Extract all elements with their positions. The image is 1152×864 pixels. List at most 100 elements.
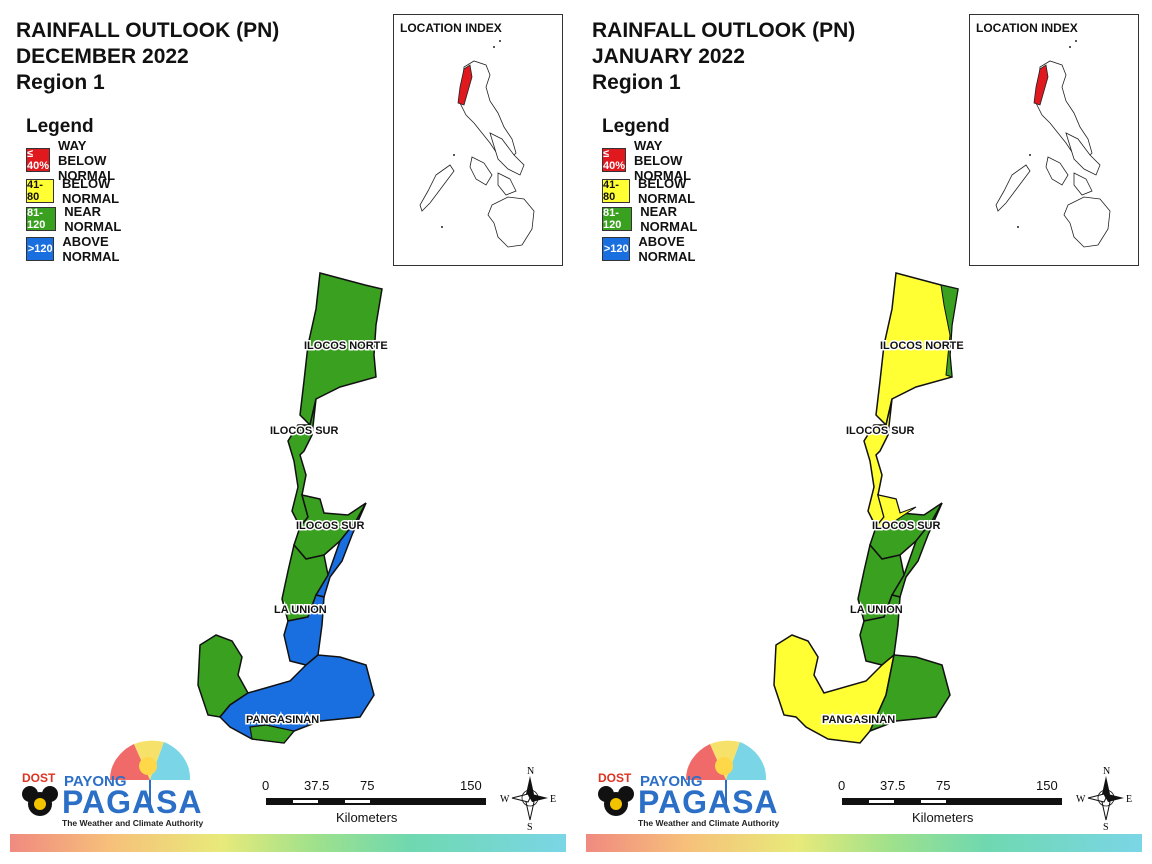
compass-s: S	[527, 822, 533, 832]
philippines-outline-map	[995, 40, 1111, 248]
scale-tick-label: 75	[936, 778, 951, 793]
scale-bar: 0 37.5 75 150 Kilometers	[838, 778, 1068, 828]
payong-text: PAYONG	[64, 773, 127, 790]
title-line-1: RAINFALL OUTLOOK (PN)	[16, 19, 280, 42]
region1-map: ILOCOS NORTE ILOCOS SUR ILOCOS SUR LA UN…	[197, 272, 389, 744]
legend-item-near-normal: 81-120 NEAR NORMAL	[602, 204, 709, 234]
scale-tick-label: 75	[360, 778, 375, 793]
location-index-box: LOCATION INDEX	[969, 14, 1139, 266]
compass-n: N	[527, 766, 534, 777]
title-line-3: Region 1	[592, 71, 681, 94]
title-line-3: Region 1	[16, 71, 105, 94]
legend-swatch: >120	[26, 237, 55, 261]
scale-tick-label: 37.5	[304, 778, 330, 793]
title-line-2: DECEMBER 2022	[16, 45, 189, 68]
label-ilocos-sur-1: ILOCOS SUR	[846, 425, 915, 437]
pagasa-tagline: The Weather and Climate Authority	[62, 818, 204, 828]
label-ilocos-norte: ILOCOS NORTE	[304, 340, 388, 352]
legend-item-way-below-normal: ≤ 40% WAY BELOW NORMAL	[26, 138, 133, 183]
pagasa-logo-graphic	[22, 740, 191, 816]
label-ilocos-norte: ILOCOS NORTE	[880, 340, 964, 352]
label-la-union: LA UNION	[274, 604, 327, 616]
legend-swatch: 41-80	[602, 179, 631, 203]
title-line-1: RAINFALL OUTLOOK (PN)	[592, 19, 856, 42]
compass-w: W	[500, 794, 510, 805]
legend-title: Legend	[26, 116, 94, 137]
map-title: RAINFALL OUTLOOK (PN) JANUARY 2022 Regio…	[592, 18, 855, 96]
scale-unit: Kilometers	[912, 810, 974, 825]
north-arrow-icon: N S E W	[500, 766, 556, 832]
footer-gradient-bar	[10, 834, 566, 852]
legend-title: Legend	[602, 116, 670, 137]
scale-tick-label: 150	[460, 778, 482, 793]
location-index-box: LOCATION INDEX	[393, 14, 563, 266]
province-ilocos-norte	[299, 272, 383, 427]
compass-e: E	[550, 794, 556, 805]
legend-item-below-normal: 41-80 BELOW NORMAL	[26, 176, 133, 206]
pagasa-text: PAGASA	[62, 784, 203, 820]
label-pangasinan: PANGASINAN	[246, 714, 319, 726]
map-panel-january: RAINFALL OUTLOOK (PN) JANUARY 2022 Regio…	[576, 0, 1152, 864]
legend-label: NEAR NORMAL	[640, 204, 698, 234]
legend-item-above-normal: >120 ABOVE NORMAL	[602, 234, 709, 264]
philippines-outline-map	[419, 40, 535, 248]
zone-near-normal-ilocos-norte	[940, 284, 959, 378]
scale-tick-label: 150	[1036, 778, 1058, 793]
scale-tick-label: 0	[838, 778, 846, 793]
label-ilocos-sur-2: ILOCOS SUR	[296, 520, 365, 532]
legend-item-below-normal: 41-80 BELOW NORMAL	[602, 176, 709, 206]
compass-s: S	[1103, 822, 1109, 832]
legend-label: WAY BELOW NORMAL	[634, 137, 692, 183]
scale-bar-graphic	[266, 798, 486, 805]
legend-item-way-below-normal: ≤ 40% WAY BELOW NORMAL	[602, 138, 709, 183]
compass-w: W	[1076, 794, 1086, 805]
location-index-title: LOCATION INDEX	[976, 21, 1078, 35]
map-panel-december: RAINFALL OUTLOOK (PN) DECEMBER 2022 Regi…	[10, 14, 566, 852]
legend: Legend ≤ 40% WAY BELOW NORMAL 41-80 BELO…	[26, 116, 121, 264]
legend-label: BELOW NORMAL	[62, 176, 120, 206]
legend-label: BELOW NORMAL	[638, 176, 696, 206]
pagasa-text: PAGASA	[638, 784, 779, 820]
legend-swatch: 81-120	[26, 207, 57, 231]
legend-label: NEAR NORMAL	[64, 204, 122, 234]
region1-map: ILOCOS NORTE ILOCOS SUR ILOCOS SUR LA UN…	[773, 272, 965, 744]
scale-tick-label: 0	[262, 778, 270, 793]
zone-below-normal-ilocos-sur	[874, 494, 917, 528]
legend-label: ABOVE NORMAL	[638, 234, 696, 264]
legend-swatch: 41-80	[26, 179, 55, 203]
zone-near-normal-pangasinan-east	[868, 654, 951, 733]
scale-bar: 0 37.5 75 150 Kilometers	[262, 778, 492, 828]
legend-swatch: >120	[602, 237, 631, 261]
pagasa-logo-graphic	[598, 740, 767, 816]
scale-tick-label: 37.5	[880, 778, 906, 793]
title-line-2: JANUARY 2022	[592, 45, 745, 68]
compass-e: E	[1126, 794, 1132, 805]
legend-item-near-normal: 81-120 NEAR NORMAL	[26, 204, 133, 234]
label-ilocos-sur-2: ILOCOS SUR	[872, 520, 941, 532]
legend-label: WAY BELOW NORMAL	[58, 137, 116, 183]
zone-above-normal-la-union	[283, 594, 325, 666]
dost-text: DOST	[598, 771, 632, 785]
scale-bar-graphic	[842, 798, 1062, 805]
legend-swatch: ≤ 40%	[602, 148, 627, 172]
payong-text: PAYONG	[640, 773, 703, 790]
label-ilocos-sur-1: ILOCOS SUR	[270, 425, 339, 437]
location-index-title: LOCATION INDEX	[400, 21, 502, 35]
pagasa-tagline: The Weather and Climate Authority	[638, 818, 780, 828]
dost-text: DOST	[22, 771, 56, 785]
zone-near-normal-la-union-south	[859, 594, 901, 666]
label-pangasinan: PANGASINAN	[822, 714, 895, 726]
map-title: RAINFALL OUTLOOK (PN) DECEMBER 2022 Regi…	[16, 18, 279, 96]
north-arrow-icon: N S E W	[1076, 766, 1132, 832]
footer-gradient-bar	[586, 834, 1142, 852]
scale-unit: Kilometers	[336, 810, 398, 825]
zone-near-normal-pangasinan-south	[249, 724, 296, 744]
compass-n: N	[1103, 766, 1110, 777]
legend-label: ABOVE NORMAL	[62, 234, 120, 264]
label-la-union: LA UNION	[850, 604, 903, 616]
legend-swatch: ≤ 40%	[26, 148, 51, 172]
legend-item-above-normal: >120 ABOVE NORMAL	[26, 234, 133, 264]
legend: Legend ≤ 40% WAY BELOW NORMAL 41-80 BELO…	[602, 116, 697, 264]
province-pangasinan	[218, 654, 375, 744]
legend-swatch: 81-120	[602, 207, 633, 231]
